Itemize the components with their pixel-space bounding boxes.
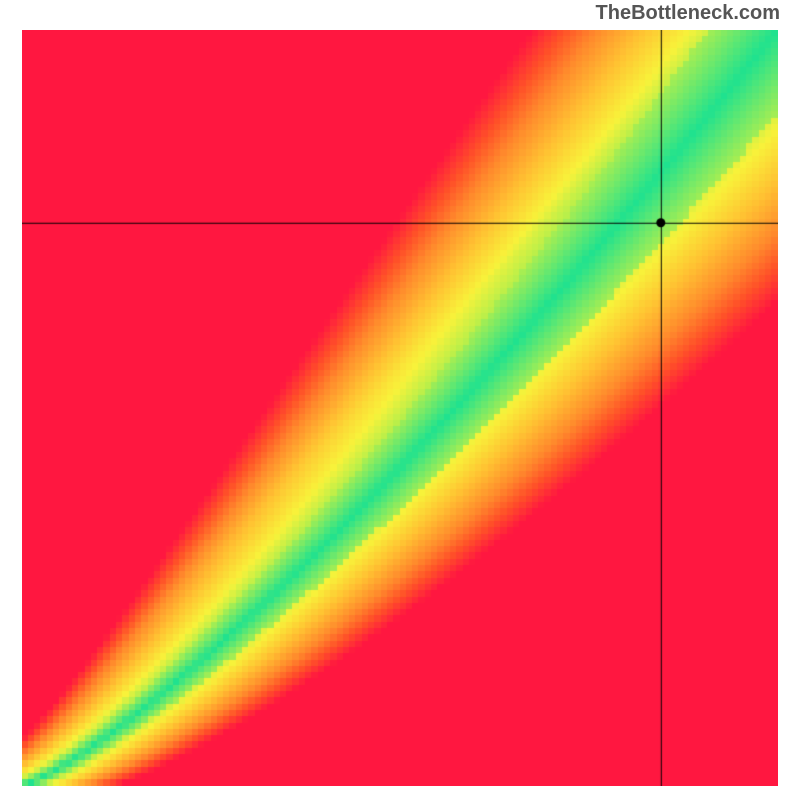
watermark-text: TheBottleneck.com	[596, 2, 780, 25]
bottleneck-heatmap	[22, 30, 778, 786]
